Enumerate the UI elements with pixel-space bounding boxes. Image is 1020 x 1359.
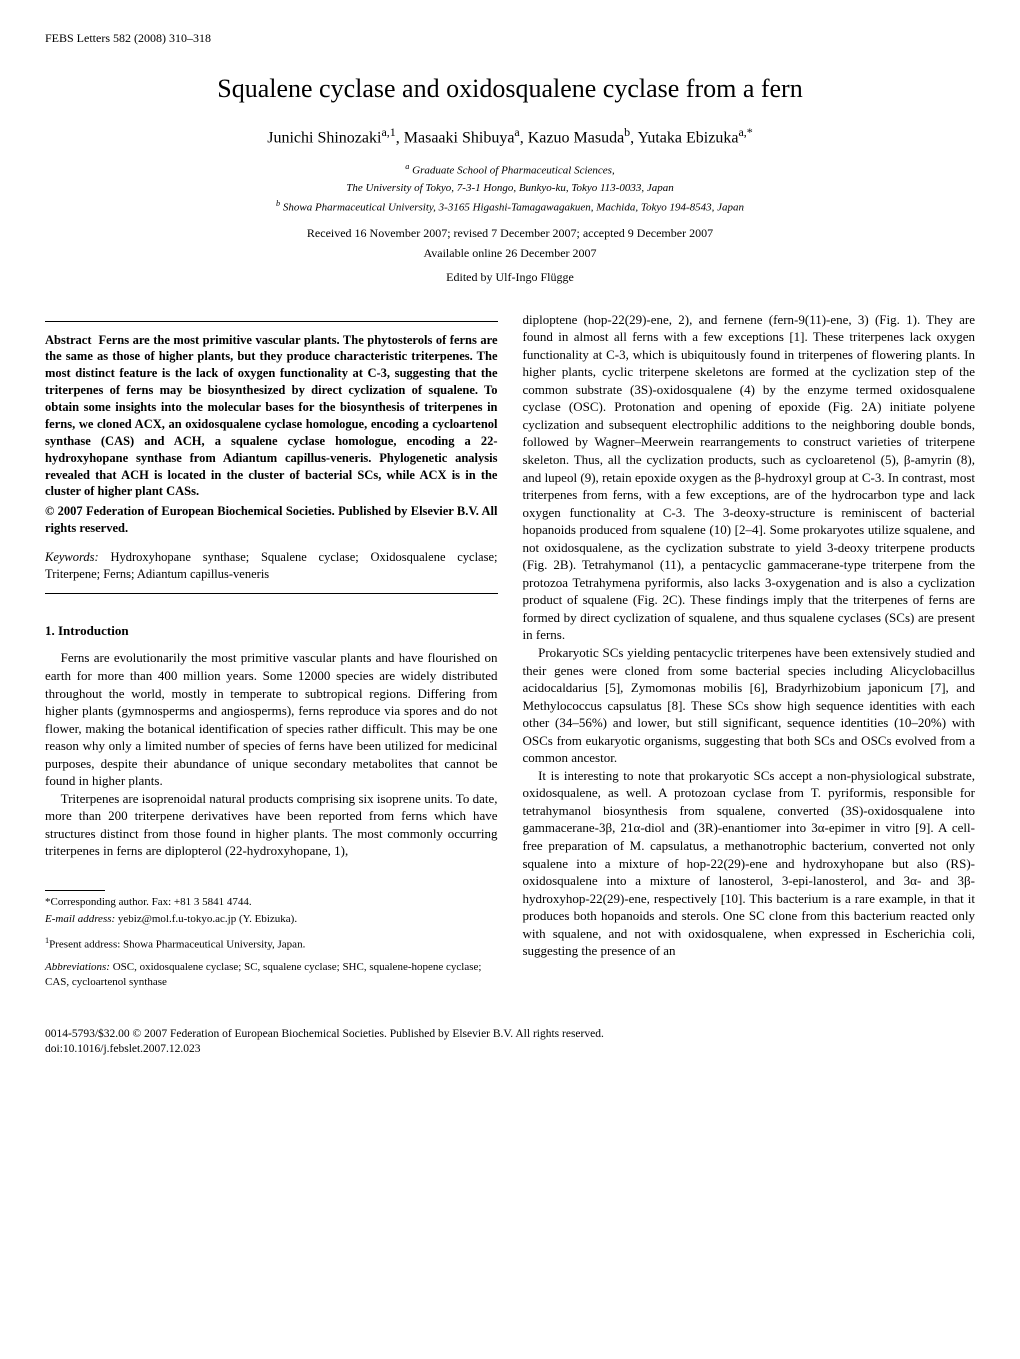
intro-p1: Ferns are evolutionarily the most primit… xyxy=(45,649,498,789)
section-1-heading: 1. Introduction xyxy=(45,622,498,640)
rule-bottom xyxy=(45,593,498,594)
left-column: Abstract Ferns are the most primitive va… xyxy=(45,311,498,992)
col2-p3: It is interesting to note that prokaryot… xyxy=(523,767,976,960)
footnotes-block: *Corresponding author. Fax: +81 3 5841 4… xyxy=(45,890,498,990)
author-2: , Masaaki Shibuya xyxy=(396,130,515,147)
present-address: 1Present address: Showa Pharmaceutical U… xyxy=(45,935,498,953)
col2-p1: diploptene (hop-22(29)-ene, 2), and fern… xyxy=(523,311,976,644)
page-footer: 0014-5793/$32.00 © 2007 Federation of Eu… xyxy=(45,1027,975,1058)
received-dates: Received 16 November 2007; revised 7 Dec… xyxy=(45,225,975,241)
authors-line: Junichi Shinozakia,1, Masaaki Shibuyaa, … xyxy=(45,124,975,149)
abbreviations: Abbreviations: OSC, oxidosqualene cyclas… xyxy=(45,960,498,990)
keywords-block: Keywords: Hydroxyhopane synthase; Squale… xyxy=(45,549,498,583)
author-1-sup: a,1 xyxy=(381,125,395,139)
email-line: E-mail address: yebiz@mol.f.u-tokyo.ac.j… xyxy=(45,912,498,927)
author-4: , Yutaka Ebizuka xyxy=(630,130,738,147)
footer-doi: doi:10.1016/j.febslet.2007.12.023 xyxy=(45,1042,975,1058)
intro-p2: Triterpenes are isoprenoidal natural pro… xyxy=(45,790,498,860)
author-3: , Kazuo Masuda xyxy=(520,130,624,147)
corresponding-author: *Corresponding author. Fax: +81 3 5841 4… xyxy=(45,895,498,910)
keywords-text: Hydroxyhopane synthase; Squalene cyclase… xyxy=(45,550,498,581)
affiliation-a: a Graduate School of Pharmaceutical Scie… xyxy=(45,161,975,179)
right-column: diploptene (hop-22(29)-ene, 2), and fern… xyxy=(523,311,976,992)
email-address: yebiz@mol.f.u-tokyo.ac.jp (Y. Ebizuka). xyxy=(115,913,297,925)
keywords-label: Keywords: xyxy=(45,550,99,564)
col2-p2: Prokaryotic SCs yielding pentacyclic tri… xyxy=(523,644,976,767)
rule-top xyxy=(45,321,498,322)
abstract-label: Abstract xyxy=(45,333,92,347)
journal-header: FEBS Letters 582 (2008) 310–318 xyxy=(45,30,975,46)
abstract-block: Abstract Ferns are the most primitive va… xyxy=(45,332,498,538)
edited-by: Edited by Ulf-Ingo Flügge xyxy=(45,269,975,285)
abbrev-text: OSC, oxidosqualene cyclase; SC, squalene… xyxy=(45,961,481,988)
abbrev-label: Abbreviations: xyxy=(45,961,110,973)
available-online: Available online 26 December 2007 xyxy=(45,245,975,261)
author-1: Junichi Shinozaki xyxy=(267,130,381,147)
affiliation-b: b Showa Pharmaceutical University, 3-316… xyxy=(45,198,975,216)
abstract-text: Ferns are the most primitive vascular pl… xyxy=(45,333,498,499)
email-label: E-mail address: xyxy=(45,913,115,925)
intro-body: Ferns are evolutionarily the most primit… xyxy=(45,649,498,860)
article-title: Squalene cyclase and oxidosqualene cycla… xyxy=(45,71,975,106)
footnote-rule xyxy=(45,890,105,891)
footer-copyright: 0014-5793/$32.00 © 2007 Federation of Eu… xyxy=(45,1027,975,1043)
author-4-sup: a,* xyxy=(738,125,752,139)
abstract-copyright: © 2007 Federation of European Biochemica… xyxy=(45,503,498,537)
affiliation-a-line2: The University of Tokyo, 7-3-1 Hongo, Bu… xyxy=(45,181,975,196)
